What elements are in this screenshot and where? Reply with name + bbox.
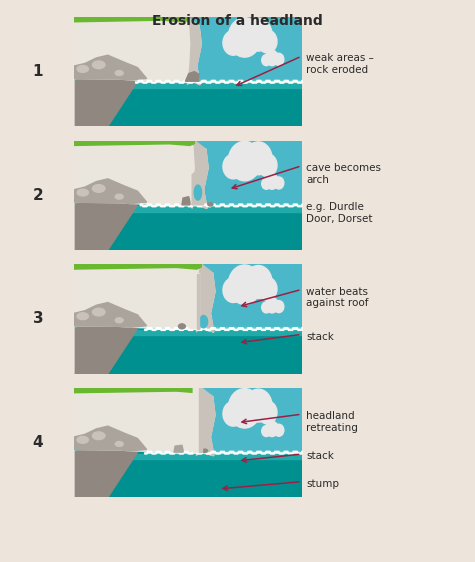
Circle shape — [274, 301, 284, 312]
Bar — [74, 83, 302, 88]
Circle shape — [258, 30, 277, 53]
Polygon shape — [185, 71, 199, 81]
Text: Erosion of a headland: Erosion of a headland — [152, 14, 323, 28]
Circle shape — [228, 388, 261, 428]
Ellipse shape — [194, 185, 201, 200]
Polygon shape — [192, 171, 204, 205]
Polygon shape — [74, 67, 137, 126]
Circle shape — [223, 278, 244, 302]
Polygon shape — [74, 388, 201, 393]
Ellipse shape — [115, 318, 123, 323]
Polygon shape — [182, 197, 190, 205]
Ellipse shape — [179, 324, 185, 329]
Text: cave becomes
arch: cave becomes arch — [306, 163, 381, 184]
Ellipse shape — [93, 184, 105, 192]
Circle shape — [262, 55, 271, 66]
Text: water beats
against roof: water beats against roof — [306, 287, 369, 308]
Ellipse shape — [115, 194, 123, 199]
Polygon shape — [191, 140, 208, 209]
Ellipse shape — [77, 189, 88, 196]
Ellipse shape — [77, 437, 88, 443]
Circle shape — [262, 178, 271, 189]
Circle shape — [274, 424, 284, 436]
Ellipse shape — [77, 66, 88, 72]
Circle shape — [266, 421, 278, 437]
Text: stack: stack — [306, 332, 334, 342]
Circle shape — [223, 30, 244, 55]
Bar — [135, 80, 363, 82]
Ellipse shape — [115, 71, 123, 75]
Circle shape — [266, 50, 278, 66]
Circle shape — [228, 17, 261, 57]
Polygon shape — [74, 426, 147, 451]
Polygon shape — [74, 55, 147, 80]
Bar — [140, 204, 368, 206]
Circle shape — [274, 177, 284, 189]
Circle shape — [262, 425, 271, 437]
Polygon shape — [74, 264, 215, 374]
Text: stack: stack — [306, 451, 334, 461]
Circle shape — [274, 53, 284, 65]
Circle shape — [223, 401, 244, 426]
Ellipse shape — [208, 203, 213, 206]
Polygon shape — [174, 445, 183, 452]
Text: headland
retreating: headland retreating — [306, 411, 358, 433]
Ellipse shape — [77, 313, 88, 320]
Text: 4: 4 — [33, 435, 43, 450]
Ellipse shape — [200, 315, 208, 328]
Polygon shape — [74, 438, 137, 497]
Polygon shape — [190, 271, 199, 329]
Circle shape — [228, 265, 261, 305]
Circle shape — [223, 154, 244, 179]
Polygon shape — [74, 179, 147, 203]
Circle shape — [266, 174, 278, 189]
Text: stump: stump — [306, 479, 339, 489]
Bar — [74, 81, 302, 126]
Circle shape — [266, 297, 278, 313]
Circle shape — [258, 277, 277, 300]
Bar — [144, 328, 372, 329]
Circle shape — [245, 142, 272, 175]
Polygon shape — [74, 17, 201, 126]
Text: weak areas –
rock eroded: weak areas – rock eroded — [306, 53, 374, 75]
Circle shape — [245, 265, 272, 298]
Bar — [144, 451, 372, 453]
Bar — [197, 274, 199, 329]
Polygon shape — [196, 388, 215, 456]
Polygon shape — [193, 380, 202, 452]
Text: 3: 3 — [33, 311, 43, 327]
Circle shape — [262, 302, 271, 313]
Ellipse shape — [93, 308, 105, 316]
Text: 1: 1 — [33, 64, 43, 79]
Ellipse shape — [115, 442, 123, 446]
Bar — [74, 329, 302, 374]
Circle shape — [245, 389, 272, 422]
Polygon shape — [74, 140, 208, 250]
Polygon shape — [74, 191, 137, 250]
Ellipse shape — [93, 432, 105, 439]
Bar — [74, 454, 302, 459]
Bar — [74, 205, 302, 250]
Bar — [200, 384, 202, 452]
Circle shape — [258, 153, 277, 176]
Text: e.g. Durdle
Door, Dorset: e.g. Durdle Door, Dorset — [306, 202, 373, 224]
Text: 2: 2 — [33, 188, 43, 203]
Polygon shape — [74, 302, 147, 327]
Bar — [74, 330, 302, 336]
Circle shape — [258, 401, 277, 424]
Polygon shape — [74, 140, 194, 146]
Bar — [74, 452, 302, 497]
Polygon shape — [74, 315, 137, 374]
Ellipse shape — [93, 61, 105, 69]
Polygon shape — [187, 17, 201, 85]
Circle shape — [245, 18, 272, 51]
Ellipse shape — [202, 449, 208, 452]
Circle shape — [228, 141, 261, 181]
Polygon shape — [74, 388, 215, 497]
Polygon shape — [74, 264, 201, 269]
Polygon shape — [74, 17, 188, 22]
Polygon shape — [196, 264, 215, 332]
Bar — [74, 206, 302, 212]
